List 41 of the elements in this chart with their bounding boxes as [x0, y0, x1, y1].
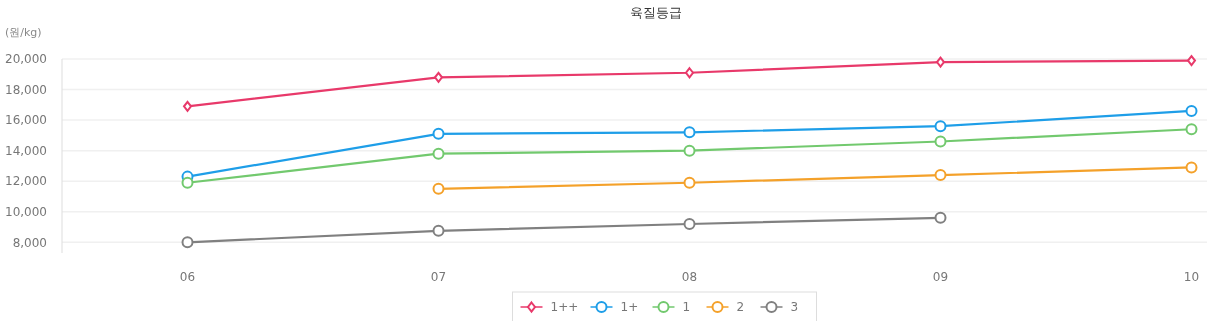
y-tick-label: 10,000: [5, 204, 47, 219]
legend-label: 3: [790, 300, 799, 315]
point: [181, 176, 194, 189]
point: [685, 67, 694, 79]
x-tick-label: 06: [179, 270, 196, 284]
point: [934, 135, 947, 148]
point: [934, 211, 947, 224]
legend-label: 1: [682, 300, 691, 315]
legend-label: 1+: [620, 300, 639, 315]
y-tick-label: 16,000: [5, 113, 47, 128]
point: [934, 120, 947, 133]
x-tick-label: 08: [681, 270, 698, 284]
y-tick-label: 18,000: [5, 82, 47, 97]
x-tick-label: 09: [932, 270, 949, 284]
point: [934, 169, 947, 182]
y-tick-label: 20,000: [5, 52, 47, 67]
point: [1187, 55, 1196, 67]
chart-title: 육질등급: [630, 5, 682, 20]
y-axis-title: (원/kg): [5, 26, 42, 39]
point: [183, 100, 192, 112]
point: [683, 144, 696, 157]
y-tick-label: 12,000: [5, 174, 47, 189]
point: [181, 236, 194, 249]
point: [434, 71, 443, 83]
point: [683, 126, 696, 139]
point: [1185, 161, 1198, 174]
point: [432, 127, 445, 140]
y-tick-label: 8,000: [12, 235, 47, 250]
x-tick-label: 07: [430, 270, 447, 284]
y-tick-label: 14,000: [5, 143, 47, 158]
legend-label: 1++: [550, 300, 579, 315]
point: [683, 176, 696, 189]
point: [683, 217, 696, 230]
point: [1185, 123, 1198, 136]
point: [432, 182, 445, 195]
point: [1185, 104, 1198, 117]
point: [936, 56, 945, 68]
point: [432, 147, 445, 160]
legend-label: 2: [736, 300, 745, 315]
x-tick-label: 10: [1183, 270, 1200, 284]
point: [432, 224, 445, 237]
